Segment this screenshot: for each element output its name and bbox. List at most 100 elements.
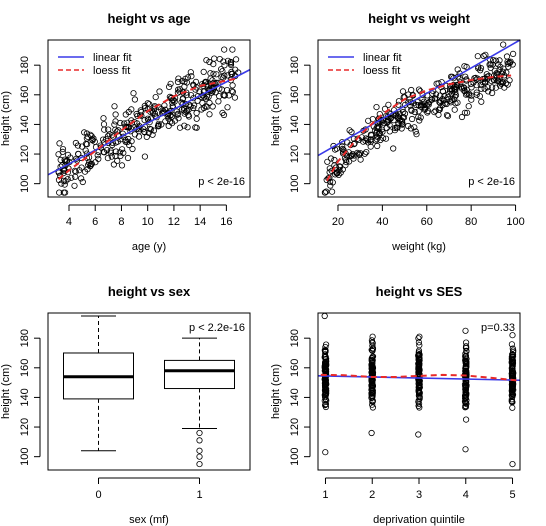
data-point-age <box>213 71 220 78</box>
data-point-weight <box>415 86 423 93</box>
y-tick-label-sex: 180 <box>19 329 31 347</box>
data-point-weight <box>378 126 385 133</box>
data-point-weight <box>473 91 480 98</box>
data-point-age <box>158 121 165 128</box>
x-tick-label-weight: 20 <box>332 216 344 228</box>
data-point-weight <box>503 69 510 76</box>
data-point-weight <box>448 90 455 98</box>
data-point-age <box>56 189 63 196</box>
data-point-age <box>193 124 200 131</box>
data-point-age <box>78 175 85 182</box>
data-point-age <box>60 170 67 177</box>
data-point-weight <box>423 102 430 109</box>
data-point-age <box>218 66 225 73</box>
data-point-weight <box>463 63 470 71</box>
data-point-weight <box>375 125 382 132</box>
data-point-ses <box>322 400 329 408</box>
data-point-age <box>110 133 117 140</box>
data-point-age <box>199 99 206 107</box>
data-point-ses <box>322 390 329 397</box>
data-point-ses <box>462 339 470 346</box>
data-point-age <box>61 189 69 196</box>
data-point-ses <box>509 378 517 385</box>
data-point-age <box>87 131 94 138</box>
y-tick-label-weight: 100 <box>289 174 301 192</box>
data-point-ses <box>415 400 423 407</box>
data-point-weight <box>457 83 465 90</box>
data-point-weight <box>473 89 480 96</box>
data-point-age <box>220 58 227 65</box>
data-point-weight <box>489 61 496 68</box>
data-point-weight <box>474 53 481 60</box>
data-point-ses <box>416 342 423 349</box>
data-point-age <box>149 131 156 138</box>
data-point-ses <box>369 363 376 370</box>
data-point-ses <box>462 359 470 366</box>
x-tick-label-ses: 2 <box>369 489 375 501</box>
data-point-age <box>221 46 228 53</box>
data-point-weight <box>364 136 371 143</box>
data-point-age <box>111 103 118 110</box>
data-point-age <box>151 110 159 117</box>
data-point-age <box>186 101 193 109</box>
data-point-weight <box>451 106 458 113</box>
data-point-age <box>231 94 238 101</box>
data-point-weight <box>412 128 419 135</box>
data-point-age <box>224 57 232 64</box>
data-point-age <box>105 126 112 133</box>
data-point-weight <box>367 143 374 150</box>
data-point-ses <box>415 335 422 342</box>
data-point-ses <box>462 355 469 362</box>
data-point-weight <box>374 142 381 150</box>
data-point-ses <box>509 398 516 406</box>
data-point-weight <box>349 151 356 158</box>
data-point-ses <box>462 446 469 453</box>
data-point-age <box>95 155 102 162</box>
outlier-point-sex <box>196 453 203 460</box>
data-point-age <box>219 109 226 117</box>
data-point-weight <box>340 146 347 153</box>
x-tick-label-ses: 5 <box>509 489 515 501</box>
data-point-weight <box>324 158 331 165</box>
data-point-age <box>100 121 108 128</box>
y-axis-label-weight: height (cm) <box>270 91 282 146</box>
data-point-age <box>72 173 79 180</box>
data-point-ses <box>509 390 516 397</box>
data-point-age <box>116 149 123 156</box>
data-point-age <box>90 135 97 142</box>
data-point-age <box>71 182 78 189</box>
data-point-age <box>100 136 107 143</box>
legend-label-age: loess fit <box>93 65 130 77</box>
data-point-ses <box>322 449 329 456</box>
data-point-weight <box>425 100 432 107</box>
data-point-age <box>123 124 130 131</box>
data-point-age <box>118 162 126 169</box>
data-point-weight <box>461 109 468 116</box>
x-tick-label-age: 12 <box>168 216 180 228</box>
data-point-age <box>204 103 211 110</box>
data-point-weight <box>463 109 471 116</box>
x-axis-label-ses: deprivation quintile <box>373 514 465 526</box>
data-point-weight <box>477 81 484 89</box>
data-point-weight <box>441 92 448 100</box>
data-point-age <box>232 66 239 73</box>
data-point-weight <box>407 125 414 132</box>
data-point-ses <box>369 367 376 374</box>
data-point-ses <box>415 339 422 346</box>
data-point-age <box>184 124 191 131</box>
y-tick-label-age: 100 <box>19 174 31 192</box>
data-point-weight <box>493 72 500 79</box>
data-point-ses <box>368 346 375 353</box>
chart-title-sex: height vs sex <box>108 284 191 299</box>
data-point-weight <box>408 86 415 94</box>
data-point-ses <box>462 386 469 393</box>
p-value-annotation-weight: p < 2e-16 <box>468 176 515 188</box>
data-point-age <box>167 112 174 119</box>
data-point-weight <box>357 156 364 163</box>
data-point-weight <box>490 76 497 84</box>
data-point-age <box>218 74 225 81</box>
data-point-age <box>55 151 62 158</box>
data-point-age <box>192 78 200 86</box>
data-point-weight <box>379 135 387 142</box>
